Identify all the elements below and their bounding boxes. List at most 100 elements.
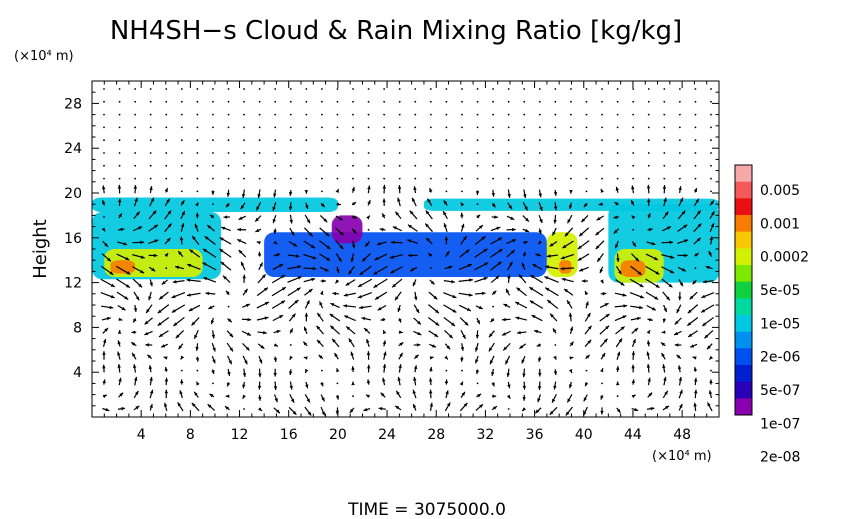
vector-dot xyxy=(118,88,121,90)
vector-dot xyxy=(647,139,650,142)
vector-dot xyxy=(367,164,370,167)
vector-dot xyxy=(647,177,650,180)
vector-dot xyxy=(383,88,386,90)
wind-arrow-head xyxy=(102,200,106,205)
wind-arrow-head xyxy=(383,330,387,335)
wind-arrow-head xyxy=(242,373,247,377)
wind-arrow-head xyxy=(553,219,557,224)
wind-arrow-head xyxy=(163,402,168,407)
wind-arrow-head xyxy=(664,390,668,395)
wind-arrow-head xyxy=(476,320,480,325)
wind-arrow-head xyxy=(348,270,353,275)
wind-arrow-head xyxy=(308,232,313,237)
wind-arrow-head xyxy=(118,317,123,321)
vector-dot xyxy=(305,152,308,154)
wind-arrow-head xyxy=(647,213,651,218)
vector-dot xyxy=(570,177,572,180)
vector-dot xyxy=(398,139,401,142)
wind-arrow-head xyxy=(279,315,284,319)
wind-arrow-head xyxy=(620,282,625,286)
wind-arrow-head xyxy=(343,304,348,308)
wind-arrow-head xyxy=(544,265,549,269)
wind-arrow-head xyxy=(412,282,417,287)
wind-arrow-head xyxy=(305,384,309,389)
wind-arrow-head xyxy=(210,320,215,325)
vector-dot xyxy=(678,164,681,167)
wind-arrow-head xyxy=(475,370,480,375)
colorbar-label: 1e-05 xyxy=(760,316,800,332)
colorbar-band xyxy=(735,215,752,233)
wind-arrow-head xyxy=(678,296,682,301)
wind-arrow-head xyxy=(631,394,636,399)
wind-arrow-head xyxy=(373,284,378,288)
wind-arrow-head xyxy=(483,277,488,281)
wind-arrow-head xyxy=(149,404,153,408)
vector-dot xyxy=(258,164,261,167)
vector-dot xyxy=(118,113,121,116)
vector-dot xyxy=(507,139,510,142)
vector-dot xyxy=(398,88,401,90)
wind-arrow-head xyxy=(407,224,412,229)
wind-arrow-head xyxy=(344,315,349,319)
vector-dot xyxy=(538,152,541,154)
wind-arrow-head xyxy=(613,215,618,219)
wind-arrow-head xyxy=(242,274,246,279)
vector-dot xyxy=(414,177,417,180)
wind-arrow-head xyxy=(506,394,511,399)
wind-arrow-head xyxy=(324,268,329,272)
vector-dot xyxy=(632,152,635,154)
wind-arrow-head xyxy=(560,266,565,271)
wind-arrow-head xyxy=(332,291,337,296)
vector-dot xyxy=(243,408,245,410)
wind-arrow-head xyxy=(669,240,674,245)
wind-arrow-head xyxy=(186,293,191,297)
wind-arrow-head xyxy=(503,346,508,351)
wind-arrow-head xyxy=(338,216,343,221)
wind-arrow-head xyxy=(147,354,152,359)
vector-dot xyxy=(352,177,354,180)
wind-arrow-head xyxy=(443,223,447,228)
vector-dot xyxy=(289,88,292,90)
vector-dot xyxy=(149,113,152,116)
wind-arrow-head xyxy=(632,242,636,247)
vector-dot xyxy=(616,100,619,103)
wind-arrow-head xyxy=(212,359,216,364)
wind-arrow-head xyxy=(329,313,334,318)
vector-dot xyxy=(570,152,572,154)
wind-arrow-head xyxy=(709,355,714,360)
wind-arrow-head xyxy=(194,223,198,228)
wind-arrow-head xyxy=(382,364,387,368)
wind-arrow-head xyxy=(507,384,511,389)
wind-arrow-head xyxy=(677,365,682,370)
vector-dot xyxy=(492,113,495,116)
vector-dot xyxy=(243,88,245,90)
wind-arrow-head xyxy=(237,227,241,232)
vector-dot xyxy=(103,216,105,218)
vector-dot xyxy=(461,88,463,90)
wind-arrow-head xyxy=(516,287,521,292)
wind-arrow-head xyxy=(272,219,276,223)
wind-arrow-head xyxy=(595,231,600,236)
wind-arrow-head xyxy=(171,309,176,313)
wind-arrow-head xyxy=(491,371,495,376)
wind-arrow-head xyxy=(257,385,262,390)
wind-arrow-head xyxy=(696,237,701,242)
wind-arrow-head xyxy=(257,251,262,256)
vector-dot xyxy=(710,152,712,154)
wind-arrow-head xyxy=(186,278,191,282)
wind-arrow-head xyxy=(425,210,430,215)
wind-arrow-head xyxy=(378,406,383,411)
wind-arrow-head xyxy=(294,300,299,304)
wind-arrow-head xyxy=(701,309,706,313)
wind-arrow-head xyxy=(246,332,251,336)
wind-arrow-head xyxy=(525,228,530,233)
wind-arrow-head xyxy=(179,236,184,241)
wind-arrow-head xyxy=(138,283,143,288)
wind-arrow-head xyxy=(320,203,325,208)
vector-dot xyxy=(258,100,261,103)
vector-dot xyxy=(258,139,261,142)
wind-arrow-head xyxy=(537,386,542,390)
wind-arrow-head xyxy=(289,328,293,333)
vector-dot xyxy=(165,126,168,129)
vector-dot xyxy=(461,139,463,142)
